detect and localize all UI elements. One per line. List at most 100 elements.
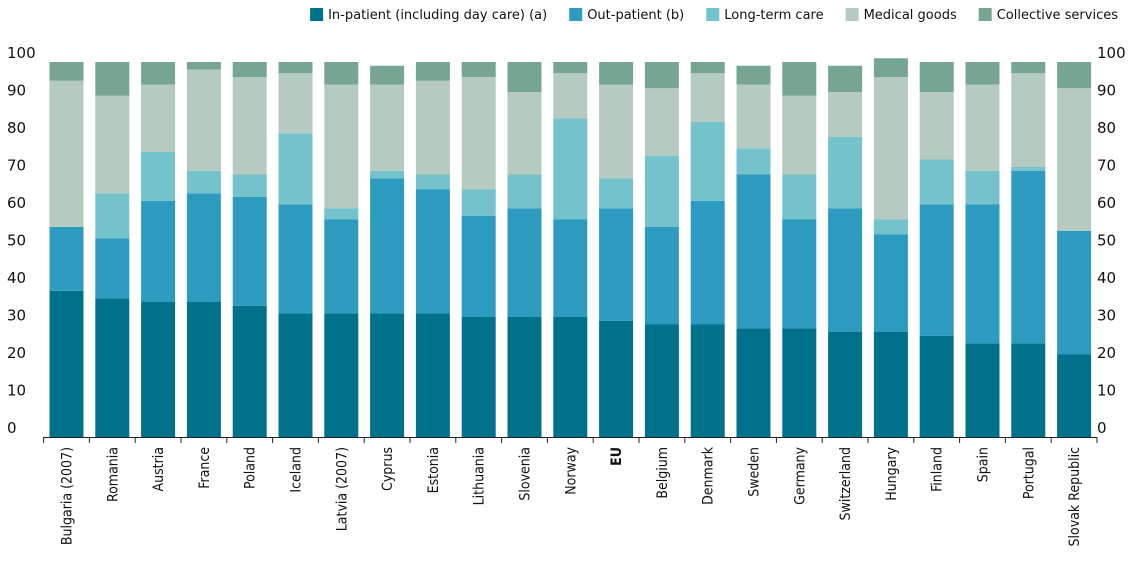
bar-segment xyxy=(873,234,908,332)
category-label: Norway xyxy=(563,446,579,494)
category-label: Austria xyxy=(151,447,167,492)
bar-segment xyxy=(553,62,588,74)
category-label: EU xyxy=(609,447,625,466)
x-axis-category-labels: Bulgaria (2007) Romania Austria France Polan… xyxy=(60,446,1084,546)
bar-segment xyxy=(599,208,634,321)
bar-segment xyxy=(49,62,84,81)
bar-stack xyxy=(782,62,817,437)
bar-segment xyxy=(186,170,221,194)
bar-stack xyxy=(507,62,542,437)
y-tick-label-left: 10 xyxy=(7,382,26,400)
bar-segment xyxy=(95,238,130,299)
legend-swatch xyxy=(978,8,992,21)
bar-segment xyxy=(415,174,450,190)
y-axis-left: 0 10 20 30 40 50 60 70 80 90 100 xyxy=(7,44,36,437)
bar-segment xyxy=(461,215,496,317)
category-label: Switzerland xyxy=(838,447,854,520)
bar-segment xyxy=(370,170,405,179)
bar-segment xyxy=(965,62,1000,85)
legend-item: In-patient (including day care) (a) xyxy=(310,8,547,23)
y-tick-label-right: 80 xyxy=(1097,119,1116,137)
y-tick-label-left: 30 xyxy=(7,307,26,325)
bar-segment xyxy=(186,62,221,70)
y-tick-label-left: 70 xyxy=(7,157,26,175)
bar-segment xyxy=(141,152,176,201)
y-tick-label-right: 90 xyxy=(1097,82,1116,100)
bar-segment xyxy=(644,155,679,227)
bar-stack xyxy=(370,65,405,437)
x-axis-ticks xyxy=(43,437,1098,443)
bar-segment xyxy=(278,73,313,134)
y-tick-label-left: 90 xyxy=(7,82,26,100)
bar-stack xyxy=(232,62,267,437)
bar-segment xyxy=(599,62,634,85)
legend-label: Out-patient (b) xyxy=(587,8,684,23)
category-label: Germany xyxy=(792,446,808,504)
bar-segment xyxy=(461,77,496,190)
bar-segment xyxy=(553,219,588,317)
bar-segment xyxy=(690,122,725,201)
bar-segment xyxy=(1011,170,1046,344)
bar-segment xyxy=(690,200,725,325)
category-label: Latvia (2007) xyxy=(334,447,350,531)
bar-segment xyxy=(919,335,954,437)
bar-segment xyxy=(690,324,725,437)
bar-segment xyxy=(965,170,1000,205)
bar-segment xyxy=(507,317,542,437)
y-tick-label-left: 20 xyxy=(7,344,26,362)
y-tick-label-right: 30 xyxy=(1097,307,1116,325)
bar-segment xyxy=(736,148,771,175)
bar-stack xyxy=(919,62,954,437)
bar-segment xyxy=(1011,62,1046,74)
bar-stack xyxy=(461,62,496,437)
bar-stack xyxy=(873,58,908,437)
y-tick-label-left: 40 xyxy=(7,269,26,287)
legend: Collective services Medical goods Long-ter… xyxy=(310,8,1118,23)
bar-segment xyxy=(278,313,313,437)
bar-stack xyxy=(828,65,863,437)
bar-segment xyxy=(919,92,954,160)
bar-stack xyxy=(736,65,771,437)
legend-item: Medical goods xyxy=(845,8,957,23)
bar-segment xyxy=(553,317,588,437)
bar-segment xyxy=(49,290,84,437)
bar-segment xyxy=(232,197,267,306)
y-tick-label-left: 50 xyxy=(7,232,26,250)
bar-segment xyxy=(599,320,634,437)
bar-segment xyxy=(1057,88,1092,231)
y-tick-label-left: 100 xyxy=(7,44,36,62)
bar-segment xyxy=(49,80,84,227)
y-tick-label-right: 70 xyxy=(1097,157,1116,175)
y-tick-label-left: 80 xyxy=(7,119,26,137)
y-tick-label-left: 0 xyxy=(7,419,17,437)
bar-segment xyxy=(415,80,450,175)
bar-stack xyxy=(186,62,221,437)
bar-segment xyxy=(141,84,176,152)
category-label: Romania xyxy=(105,447,121,502)
y-axis-right: 0 10 20 30 40 50 60 70 80 90 100 xyxy=(1097,44,1126,437)
bar-segment xyxy=(1057,354,1092,437)
y-tick-label-right: 20 xyxy=(1097,344,1116,362)
bar-segment xyxy=(232,62,267,77)
bar-segment xyxy=(599,84,634,179)
bar-segment xyxy=(965,343,1000,437)
bar-segment xyxy=(461,317,496,437)
category-label: Finland xyxy=(930,447,946,492)
bar-segment xyxy=(324,84,359,209)
bar-stack xyxy=(553,62,588,437)
bar-segment xyxy=(232,77,267,175)
legend-item: Long-term care xyxy=(706,8,824,23)
bar-segment xyxy=(461,189,496,216)
category-label: Hungary xyxy=(884,446,900,500)
bar-segment xyxy=(782,219,817,329)
bar-stack xyxy=(278,62,313,437)
category-label: Portugal xyxy=(1021,447,1037,499)
bar-segment xyxy=(644,62,679,89)
bar-segment xyxy=(965,204,1000,344)
legend-label: In-patient (including day care) (a) xyxy=(328,8,547,23)
y-tick-label-right: 40 xyxy=(1097,269,1116,287)
category-label: Slovak Republic xyxy=(1067,447,1083,547)
bar-segment xyxy=(873,77,908,220)
